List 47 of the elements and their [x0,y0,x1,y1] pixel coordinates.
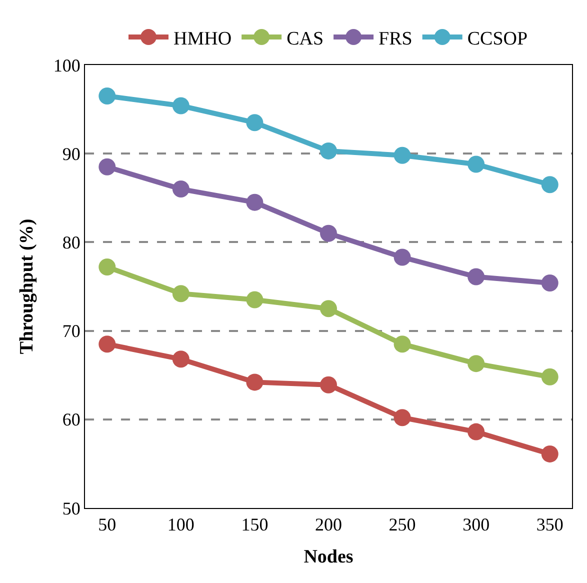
point [468,355,485,372]
legend-label: CCSOP [467,28,528,50]
point [394,248,411,266]
point [320,224,337,242]
legend-label: HMHO [174,28,232,50]
point [246,114,264,132]
point [394,409,411,426]
point [246,374,264,391]
point [172,350,190,368]
point [172,180,190,198]
point [172,97,190,114]
point [98,158,116,176]
point [541,176,558,194]
point [394,146,411,164]
y-axis-title: Throughput (%) [16,218,38,354]
x-tick-label: 200 [315,514,342,535]
point [394,336,411,353]
x-tick-label: 100 [167,514,194,535]
x-tick-label: 50 [98,514,116,535]
point [541,445,558,462]
y-tick-label: 50 [62,498,80,518]
point [320,376,337,394]
legend-label: FRS [378,28,412,50]
point [468,423,485,440]
x-tick-label: 350 [536,514,564,535]
y-tick-label: 100 [53,55,80,76]
point [541,274,558,292]
y-tick-label: 60 [62,410,80,430]
point [246,291,264,308]
point [320,300,337,318]
point [98,88,116,104]
y-tick-label: 80 [62,232,80,252]
y-tick-label: 90 [62,144,80,164]
point [541,368,558,386]
point [468,156,485,173]
x-tick-label: 300 [462,514,490,535]
point [98,258,116,276]
point [98,336,116,353]
point [320,142,337,160]
point [172,285,190,302]
x-tick-label: 250 [388,514,416,535]
legend-label: CAS [286,28,324,50]
point [246,194,264,211]
x-axis-title: Nodes [304,546,354,568]
point [468,268,485,286]
y-tick-label: 70 [62,321,80,342]
x-tick-label: 150 [241,514,268,535]
